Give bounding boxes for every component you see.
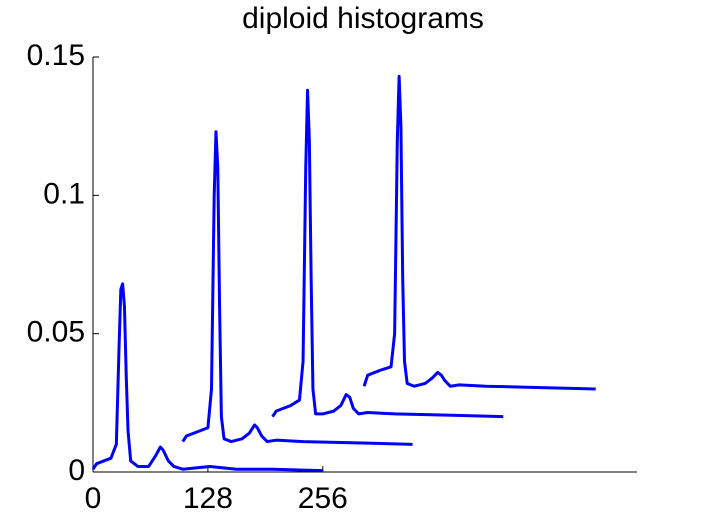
line <box>271 88 504 419</box>
x-tick-label: 0 <box>85 482 102 515</box>
y-tick-label: 0 <box>68 454 85 487</box>
y-tick-label: 0.1 <box>43 177 85 210</box>
y-tick-label: 0.05 <box>27 316 85 349</box>
line <box>362 74 596 391</box>
line <box>181 130 413 446</box>
x-tick-label: 128 <box>183 482 233 515</box>
chart-title: diploid histograms <box>242 2 484 35</box>
line <box>91 282 323 473</box>
y-tick-label: 0.15 <box>27 39 85 72</box>
x-tick-label: 256 <box>298 482 348 515</box>
